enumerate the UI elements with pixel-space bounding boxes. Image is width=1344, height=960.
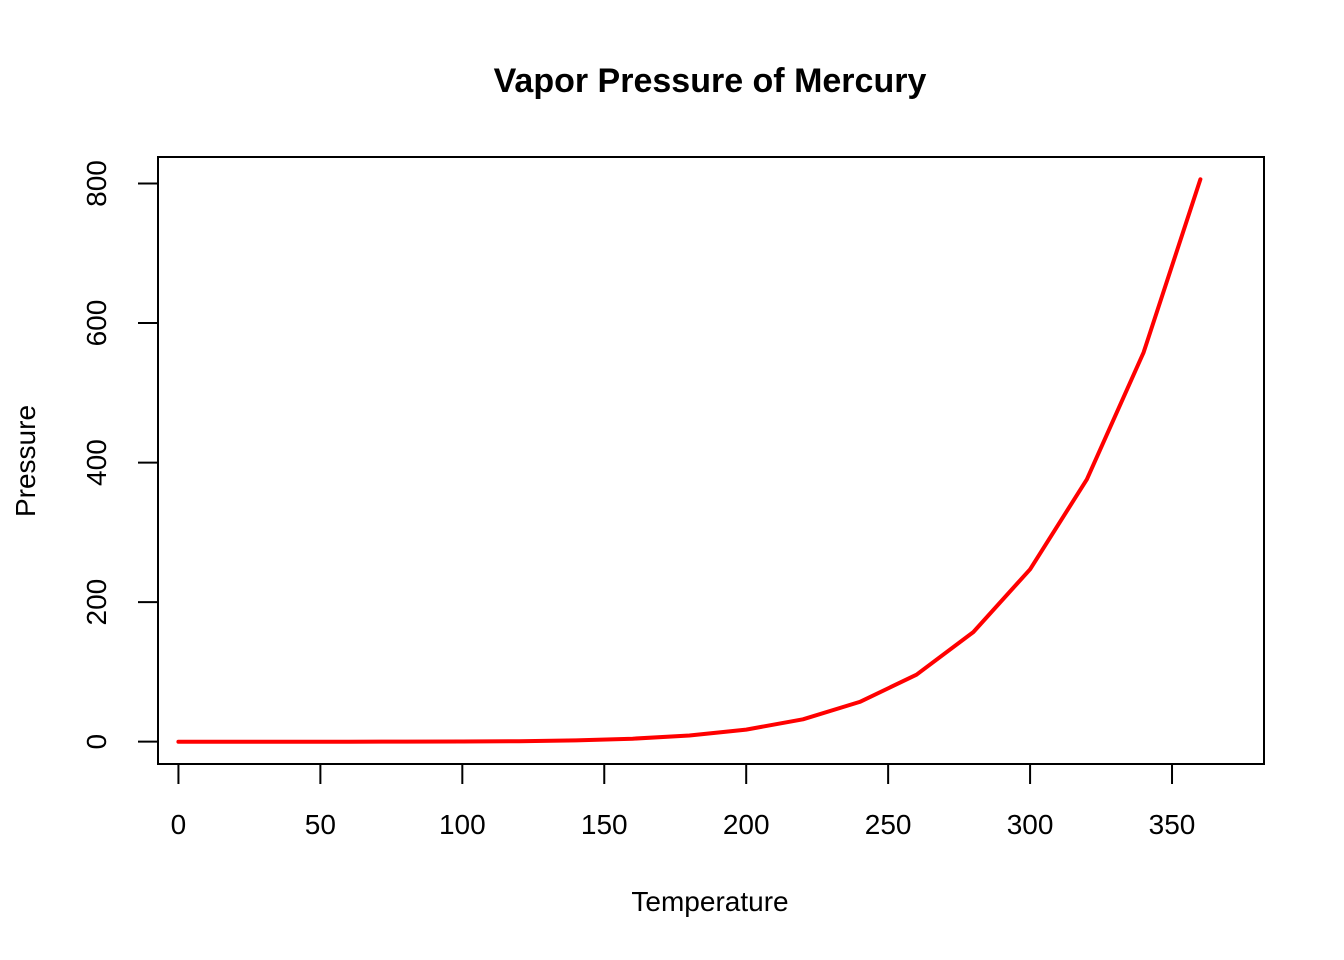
x-axis-label: Temperature — [631, 886, 788, 917]
y-axis-label: Pressure — [10, 405, 41, 517]
x-axis: 0 50 100 150 200 250 300 350 — [171, 764, 1196, 840]
x-tick-label: 150 — [581, 809, 628, 840]
x-tick-label: 350 — [1149, 809, 1196, 840]
y-tick-label: 400 — [81, 439, 112, 486]
y-tick-label: 800 — [81, 160, 112, 207]
x-tick-label: 200 — [723, 809, 770, 840]
x-tick-label: 300 — [1007, 809, 1054, 840]
x-tick-label: 0 — [171, 809, 187, 840]
series-layer — [176, 177, 1203, 744]
y-tick-label: 200 — [81, 579, 112, 626]
chart-title: Vapor Pressure of Mercury — [494, 62, 927, 100]
y-axis: 0 200 400 600 800 — [81, 160, 158, 749]
series-line-0 — [176, 177, 1203, 744]
x-tick-label: 250 — [865, 809, 912, 840]
x-tick-label: 100 — [439, 809, 486, 840]
y-tick-label: 0 — [81, 734, 112, 750]
plot-frame — [157, 156, 1265, 765]
y-tick-label: 600 — [81, 300, 112, 347]
x-tick-label: 50 — [305, 809, 336, 840]
